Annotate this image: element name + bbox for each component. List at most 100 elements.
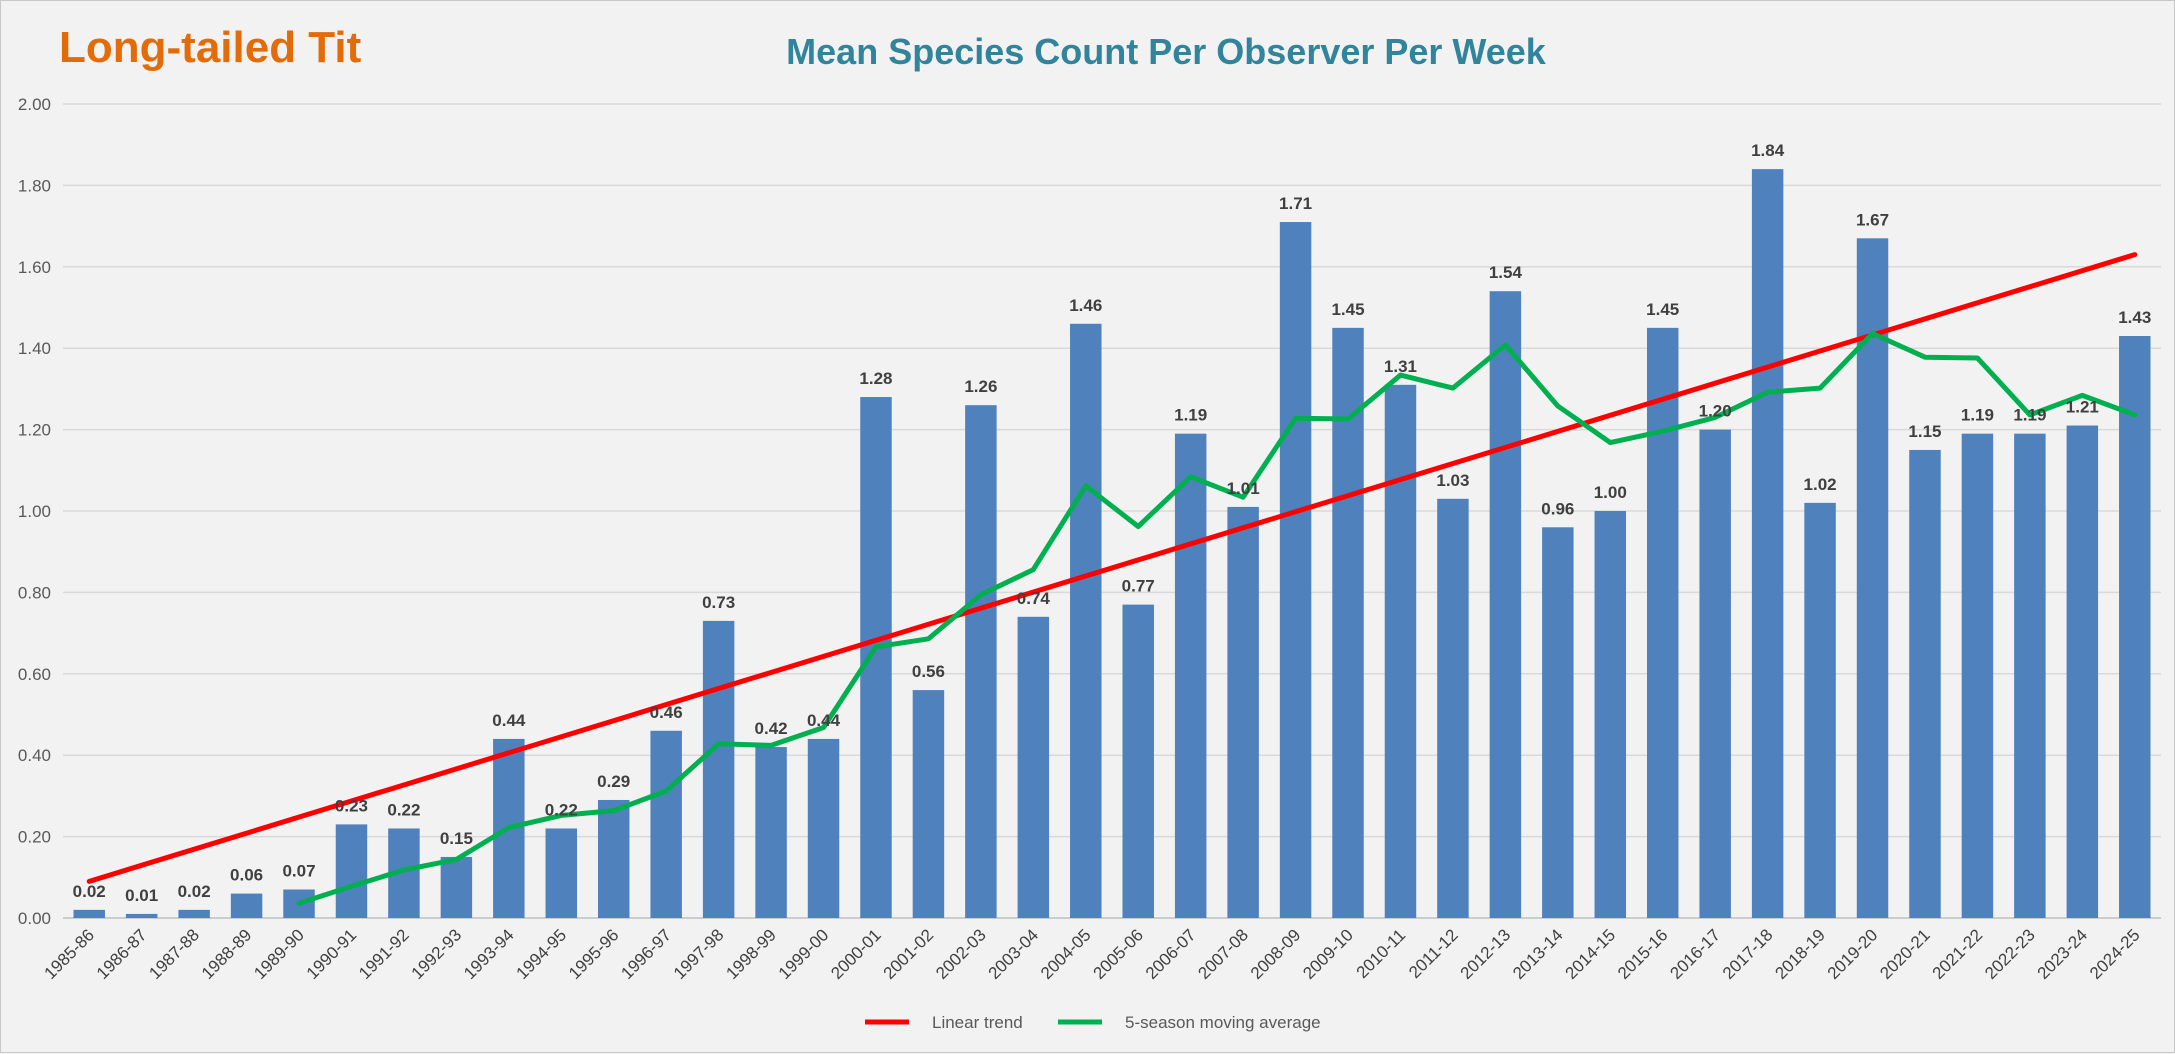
x-tick-label: 2020-21 [1876,925,1934,983]
x-tick-label: 2011-12 [1405,925,1462,982]
x-tick-label: 1990-91 [303,925,361,983]
linear-trend-line [86,252,2138,884]
data-label: 1.19 [1174,406,1207,425]
data-label: 1.46 [1069,296,1102,315]
bar [1961,433,1994,918]
data-label: 0.96 [1541,499,1574,518]
gridlines [63,103,2161,919]
bar [335,824,368,918]
x-tick-label: 2012-13 [1457,925,1515,983]
bar [1017,616,1050,918]
x-tick-label: 2008-09 [1247,925,1305,983]
bar [1070,323,1102,918]
data-labels: 0.02 0.01 0.02 0.06 0.07 0.23 0.22 0.15 0.44 0.22… [73,141,2152,905]
bar [912,690,945,918]
x-tick-label: 2021-22 [1929,925,1987,983]
bar [440,856,473,918]
bar [597,799,630,918]
x-tick-label: 2019-20 [1824,925,1882,983]
x-tick-label: 2018-19 [1771,925,1829,983]
data-label: 0.77 [1122,577,1155,596]
legend-label-linear-trend: Linear trend [932,1013,1023,1032]
bar [1646,327,1679,919]
data-label: 0.73 [702,593,735,612]
bar [1699,429,1731,918]
x-tick-label: 2014-15 [1562,925,1620,983]
bar [1909,449,1941,918]
bar [1279,222,1312,918]
data-label: 1.02 [1804,475,1837,494]
x-tick-label: 1994-95 [513,925,571,983]
x-tick-label: 2013-14 [1509,925,1567,983]
legend: Linear trend 5-season moving average [865,1013,1321,1032]
y-tick-label: 0.80 [18,583,51,602]
data-label: 0.23 [335,796,368,815]
x-tick-label: 2002-03 [932,925,990,983]
x-tick-label: 2003-04 [985,925,1043,983]
bar [2066,425,2099,918]
bar [1174,433,1207,918]
x-tick-label: 1991-92 [355,925,413,983]
x-tick-label: 2010-11 [1353,925,1410,982]
bar [965,405,997,918]
bar [1594,511,1627,918]
data-label: 1.31 [1384,357,1417,376]
x-tick-label: 1987-88 [145,925,203,983]
bar [230,893,263,918]
x-tick-label: 2024-25 [2086,925,2144,983]
data-label: 1.45 [1331,300,1364,319]
bar [755,747,787,918]
y-tick-label: 1.40 [18,339,51,358]
bar [702,620,735,918]
bar [73,909,105,918]
bars [73,169,2151,919]
data-label: 1.67 [1856,210,1889,229]
bar [650,730,682,918]
lines [86,252,2138,906]
bar [2119,335,2151,918]
x-tick-label: 1986-87 [93,925,151,983]
bar [860,397,892,918]
species-title: Long-tailed Tit [59,23,362,72]
y-axis-ticks: 0.00 0.20 0.40 0.60 0.80 1.00 1.20 1.40 1.60 1.80… [18,95,51,928]
data-label: 0.56 [912,662,945,681]
data-label: 1.21 [2066,398,2099,417]
x-tick-label: 2015-16 [1614,925,1672,983]
data-label: 1.45 [1646,300,1679,319]
bar [178,909,210,918]
y-tick-label: 0.60 [18,665,51,684]
bar [545,828,578,918]
bar [1489,291,1522,919]
y-tick-label: 1.00 [18,502,51,521]
data-label: 0.44 [492,711,526,730]
data-label: 0.06 [230,866,263,885]
x-tick-label: 1989-90 [250,925,308,983]
x-tick-label: 1995-96 [565,925,623,983]
data-label: 0.22 [545,800,578,819]
bar [2014,433,2046,918]
data-label: 1.28 [859,369,892,388]
moving-average-line [296,331,2138,906]
data-label: 0.01 [125,886,158,905]
y-tick-label: 2.00 [18,95,51,114]
x-tick-label: 2004-05 [1037,925,1095,983]
bar [125,913,158,918]
bar [1437,498,1469,918]
data-label: 0.46 [650,703,683,722]
y-tick-label: 0.20 [18,828,51,847]
data-label: 1.03 [1436,471,1469,490]
data-label: 0.29 [597,772,630,791]
data-label: 1.71 [1279,194,1312,213]
x-tick-label: 2001-02 [880,925,938,983]
data-label: 1.20 [1699,402,1732,421]
data-label: 0.02 [178,882,211,901]
data-label: 0.22 [387,800,420,819]
x-tick-label: 2017-18 [1719,925,1777,983]
data-label: 1.15 [1908,422,1941,441]
x-tick-label: 1997-98 [670,925,728,983]
x-tick-label: 2007-08 [1194,925,1252,983]
data-label: 1.01 [1227,479,1260,498]
data-label: 0.15 [440,829,473,848]
